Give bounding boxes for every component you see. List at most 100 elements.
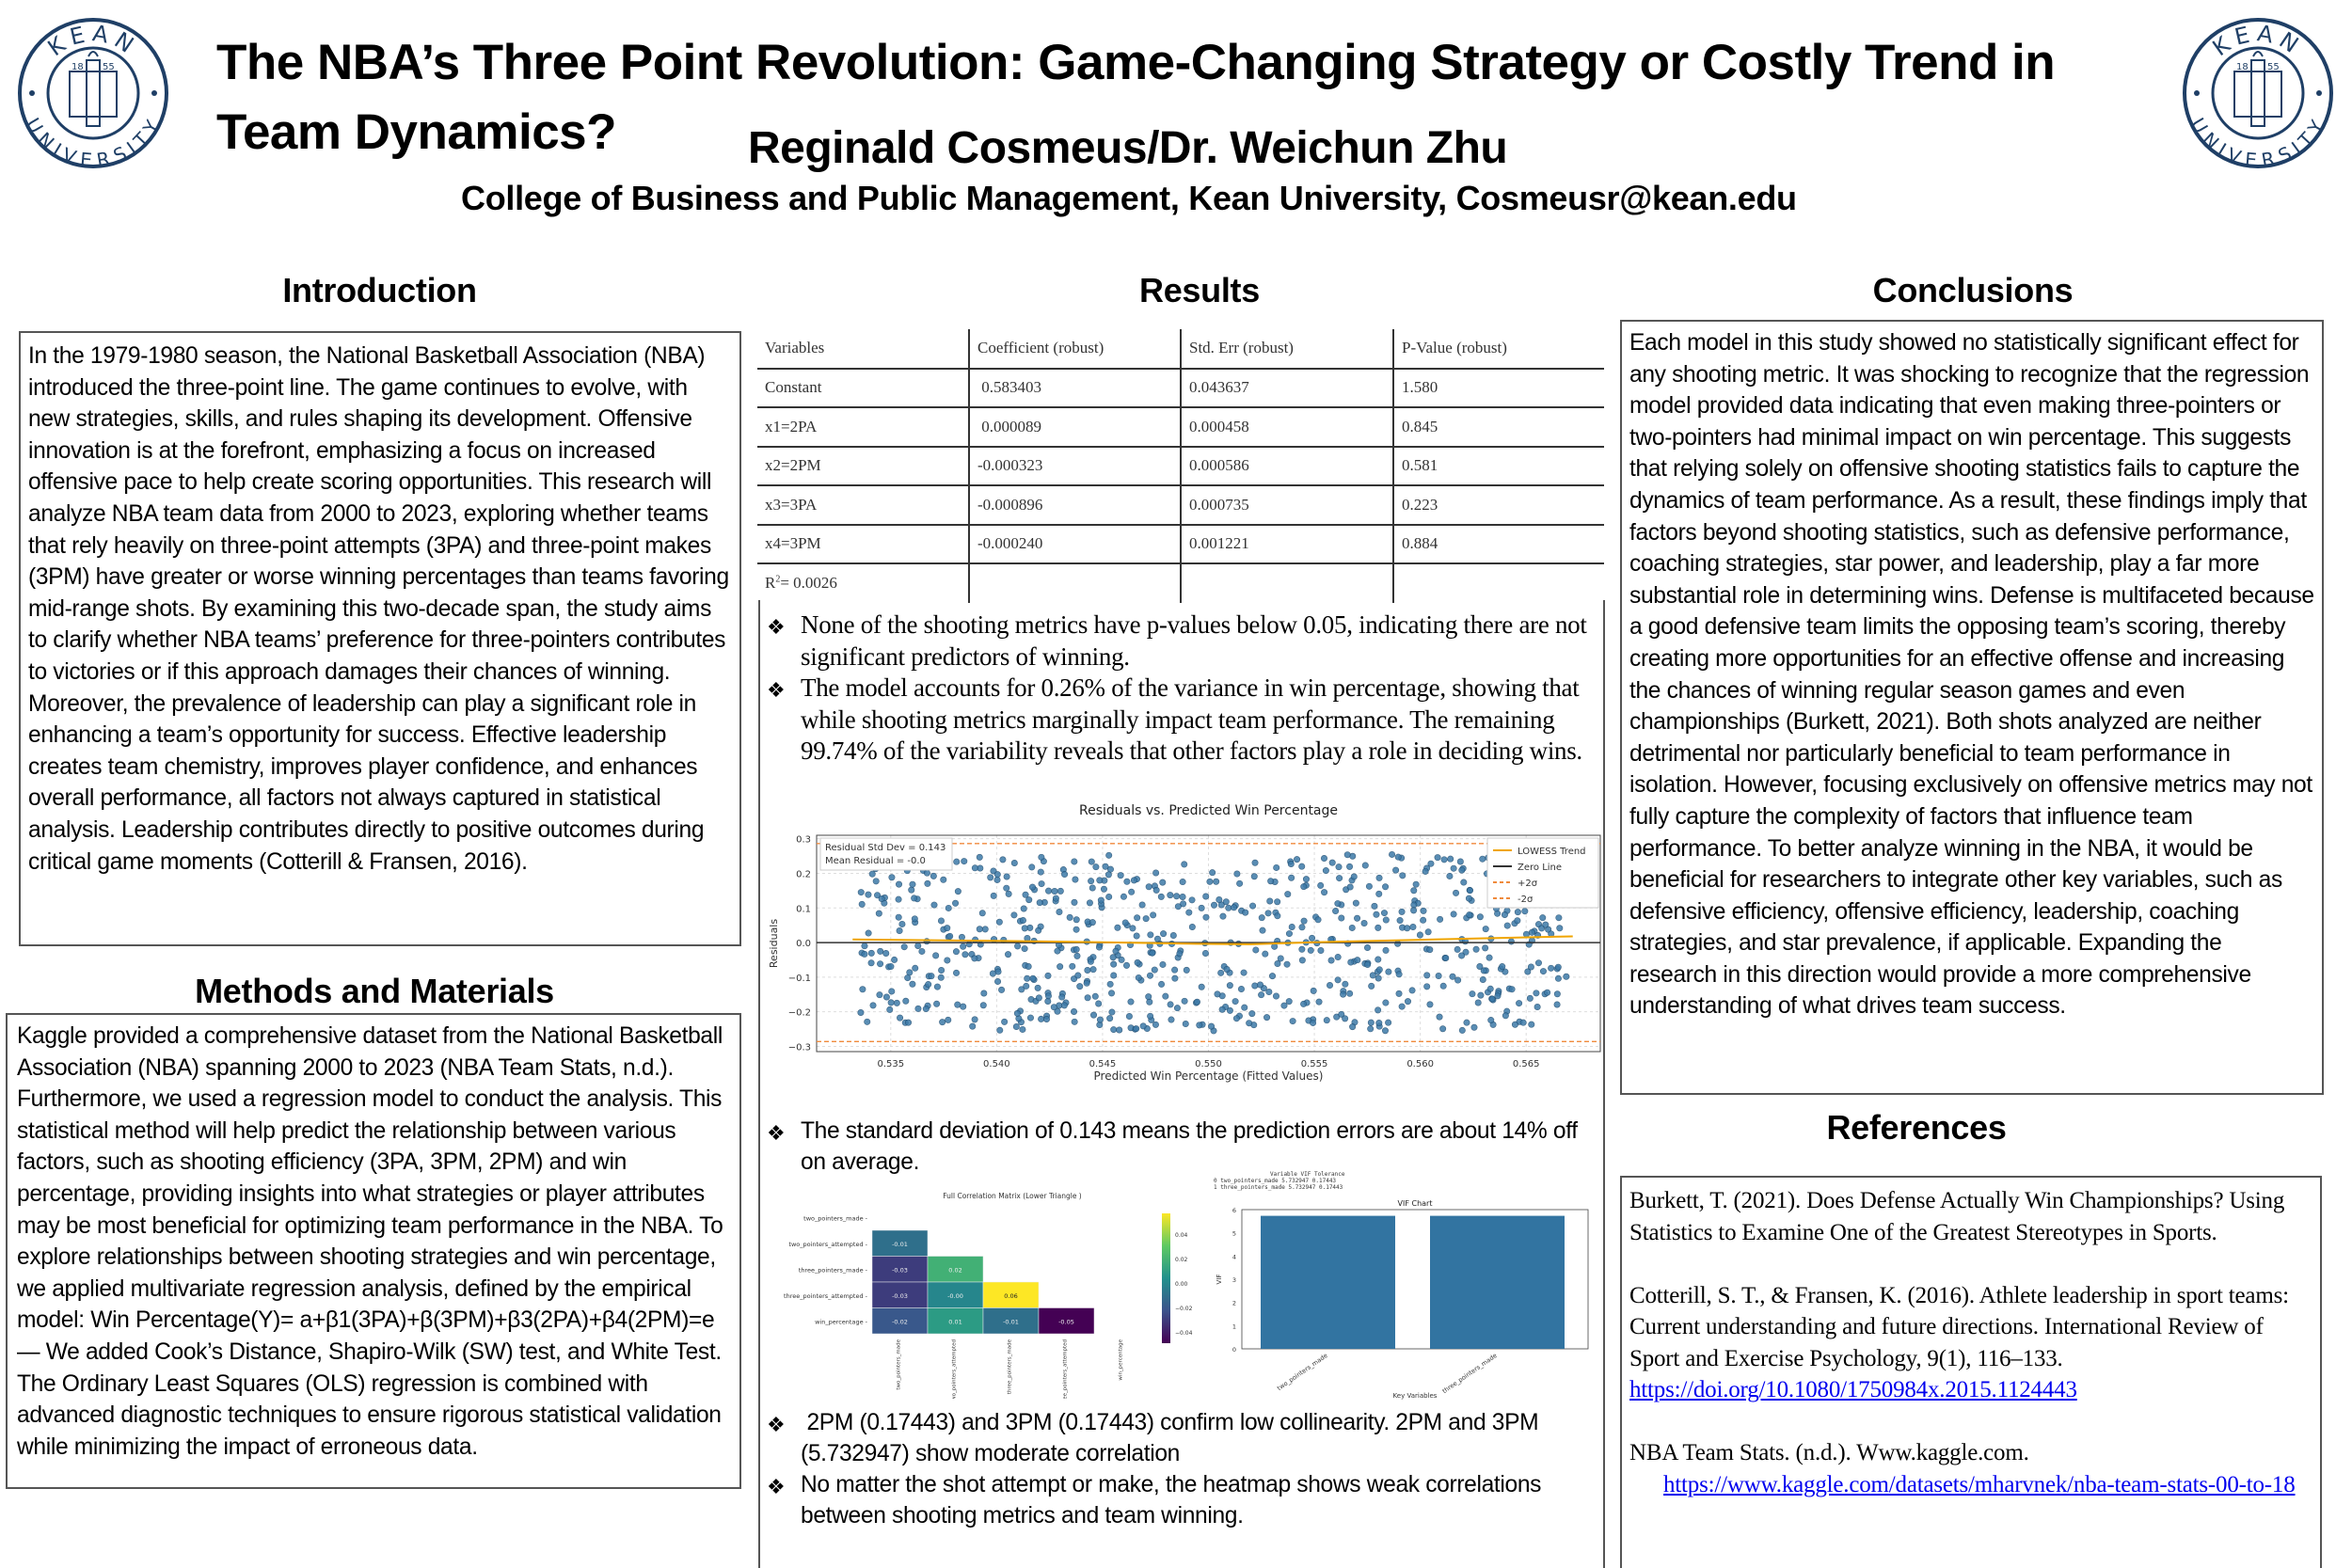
svg-text:Full Correlation Matrix (Lower: Full Correlation Matrix (Lower Triangle … — [943, 1192, 1082, 1200]
svg-text:three_pointers_attempted -: three_pointers_attempted - — [784, 1292, 868, 1300]
list-item: ❖ The model accounts for 0.26% of the va… — [767, 673, 1604, 768]
table-cell: x2=2PM — [765, 456, 821, 475]
svg-text:two_pointers_made -: two_pointers_made - — [803, 1214, 867, 1222]
svg-text:Residuals vs. Predicted Win Pe: Residuals vs. Predicted Win Percentage — [1079, 803, 1338, 818]
table-header-cell: P-Value (robust) — [1392, 329, 1604, 369]
reference-link[interactable]: https://doi.org/10.1080/1750984x.2015.11… — [1629, 1377, 2077, 1402]
svg-text:3: 3 — [1232, 1276, 1236, 1284]
svg-text:0: 0 — [1232, 1346, 1236, 1354]
svg-text:55: 55 — [103, 62, 115, 72]
svg-text:-0.02: -0.02 — [892, 1318, 908, 1325]
svg-text:18: 18 — [72, 62, 84, 72]
kean-logo-right: KEAN UNIVERSITY 18 55 — [2178, 13, 2338, 173]
svg-text:three_pointers_made: three_pointers_made — [1008, 1338, 1013, 1394]
svg-text:0.06: 0.06 — [1004, 1292, 1017, 1300]
svg-text:4: 4 — [1232, 1253, 1236, 1260]
table-row: Constant 0.583403 0.043637 1.580 — [757, 368, 1604, 407]
svg-text:Predicted Win Percentage (Fitt: Predicted Win Percentage (Fitted Values) — [1094, 1069, 1324, 1083]
svg-text:−0.3: −0.3 — [788, 1042, 811, 1053]
svg-text:Zero Line: Zero Line — [1518, 863, 1562, 873]
svg-text:55: 55 — [2267, 62, 2280, 72]
svg-text:two_pointers_made: two_pointers_made — [1276, 1352, 1329, 1392]
svg-text:-0.01: -0.01 — [1003, 1318, 1019, 1325]
svg-text:0.3: 0.3 — [796, 835, 811, 846]
list-item: ❖ None of the shooting metrics have p-va… — [767, 610, 1604, 673]
diamond-bullet-icon: ❖ — [767, 615, 786, 639]
diamond-bullet-icon: ❖ — [767, 1121, 786, 1145]
introduction-box: In the 1979-1980 season, the National Ba… — [19, 331, 741, 946]
table-cell: 0.001221 — [1180, 524, 1393, 563]
scatter-points — [857, 850, 1572, 1035]
svg-text:−0.02: −0.02 — [1175, 1306, 1193, 1312]
svg-text:Residual Std Dev = 0.143: Residual Std Dev = 0.143 — [825, 843, 946, 853]
table-header-cell: Coefficient (robust) — [968, 329, 1181, 369]
svg-text:Mean Residual = -0.0: Mean Residual = -0.0 — [825, 856, 926, 866]
svg-text:6: 6 — [1232, 1207, 1236, 1214]
table-cell: 0.000089 — [968, 407, 1181, 447]
svg-text:VIF: VIF — [1216, 1275, 1223, 1285]
results-collinearity-list: ❖ 2PM (0.17443) and 3PM (0.17443) confir… — [767, 1407, 1604, 1531]
poster-title-line2: Team Dynamics? — [216, 104, 617, 160]
table-cell: 0.000458 — [1180, 407, 1393, 447]
svg-text:-0.03: -0.03 — [892, 1292, 908, 1300]
svg-text:−0.04: −0.04 — [1175, 1330, 1193, 1337]
reference-item: NBA Team Stats. (n.d.). Www.kaggle.com. … — [1629, 1440, 2296, 1497]
svg-text:0.00: 0.00 — [1175, 1281, 1188, 1288]
svg-text:5: 5 — [1232, 1230, 1236, 1238]
results-box — [758, 600, 1605, 1568]
svg-text:-0.05: -0.05 — [1058, 1318, 1074, 1325]
svg-text:1: 1 — [1232, 1323, 1236, 1330]
r-squared-row: R2= 0.0026 — [757, 563, 1604, 603]
svg-text:0.2: 0.2 — [796, 869, 811, 879]
table-header-cell: Variables — [765, 339, 825, 357]
residuals-scatter-chart: Residuals vs. Predicted Win Percentage 0.… — [758, 798, 1605, 1099]
reference-link[interactable]: https://www.kaggle.com/datasets/mharvnek… — [1663, 1471, 2296, 1497]
svg-text:−0.1: −0.1 — [788, 974, 811, 984]
svg-text:LOWESS Trend: LOWESS Trend — [1518, 847, 1586, 857]
svg-text:-2σ: -2σ — [1518, 895, 1534, 905]
scatter-svg: Residuals vs. Predicted Win Percentage 0.… — [768, 803, 1601, 1083]
svg-text:+2σ: +2σ — [1518, 879, 1538, 889]
table-cell: 0.043637 — [1180, 368, 1393, 407]
svg-text:18: 18 — [2236, 62, 2249, 72]
svg-text:0.04: 0.04 — [1175, 1232, 1188, 1239]
svg-text:0.540: 0.540 — [983, 1059, 1010, 1069]
reference-item: Burkett, T. (2021). Does Defense Actuall… — [1629, 1188, 2285, 1245]
svg-text:0.560: 0.560 — [1406, 1059, 1434, 1069]
svg-text:two_pointers_attempted: two_pointers_attempted — [952, 1339, 958, 1399]
affiliation: College of Business and Public Managemen… — [461, 179, 1797, 217]
svg-text:0.535: 0.535 — [877, 1059, 904, 1069]
results-heading: Results — [1139, 271, 1260, 309]
svg-text:three_pointers_made: three_pointers_made — [1441, 1352, 1499, 1395]
table-cell: x3=3PA — [765, 495, 818, 514]
table-cell: 0.884 — [1392, 524, 1604, 563]
vif-bar-chart: 0.04 0.02 0.00 −0.02 −0.04 Variable VIF Toler… — [1148, 1164, 1599, 1404]
table-cell: 0.845 — [1392, 407, 1604, 447]
svg-text:0 two_pointers_made 5.7329: 0 two_pointers_made 5.732947 0.17443 — [1214, 1178, 1336, 1184]
svg-text:Residuals: Residuals — [768, 919, 780, 968]
correlation-heatmap: Full Correlation Matrix (Lower Triangle … — [758, 1187, 1172, 1399]
svg-text:0.545: 0.545 — [1089, 1059, 1117, 1069]
results-std-note: ❖ The standard deviation of 0.143 means … — [767, 1116, 1604, 1178]
svg-text:0.02: 0.02 — [1175, 1257, 1188, 1263]
table-header-cell: Std. Err (robust) — [1180, 329, 1393, 369]
svg-text:−0.2: −0.2 — [788, 1008, 811, 1019]
svg-text:KEAN: KEAN — [2208, 20, 2308, 61]
svg-text:0.0: 0.0 — [796, 939, 811, 949]
table-cell: x1=2PA — [765, 417, 818, 436]
references-box: Burkett, T. (2021). Does Defense Actuall… — [1620, 1176, 2322, 1568]
svg-text:Variable VIF Tolerance: Variable VIF Tolerance — [1270, 1171, 1345, 1178]
svg-text:win_percentage -: win_percentage - — [815, 1318, 868, 1325]
table-cell: 0.583403 — [968, 368, 1181, 407]
table-header-row: Variables Coefficient (robust) Std. Err … — [757, 329, 1604, 369]
table-row: x1=2PA 0.000089 0.000458 0.845 — [757, 407, 1604, 447]
conclusions-text: Each model in this study showed no stati… — [1629, 330, 2314, 1020]
results-findings-list: ❖ None of the shooting metrics have p-va… — [767, 610, 1604, 768]
diamond-bullet-icon: ❖ — [767, 1475, 786, 1498]
introduction-heading: Introduction — [282, 271, 477, 309]
svg-text:Key Variables: Key Variables — [1393, 1392, 1438, 1400]
table-cell: 0.223 — [1392, 485, 1604, 525]
svg-text:0.550: 0.550 — [1195, 1059, 1222, 1069]
svg-text:VIF Chart: VIF Chart — [1398, 1199, 1433, 1208]
table-cell: -0.000240 — [968, 524, 1181, 563]
